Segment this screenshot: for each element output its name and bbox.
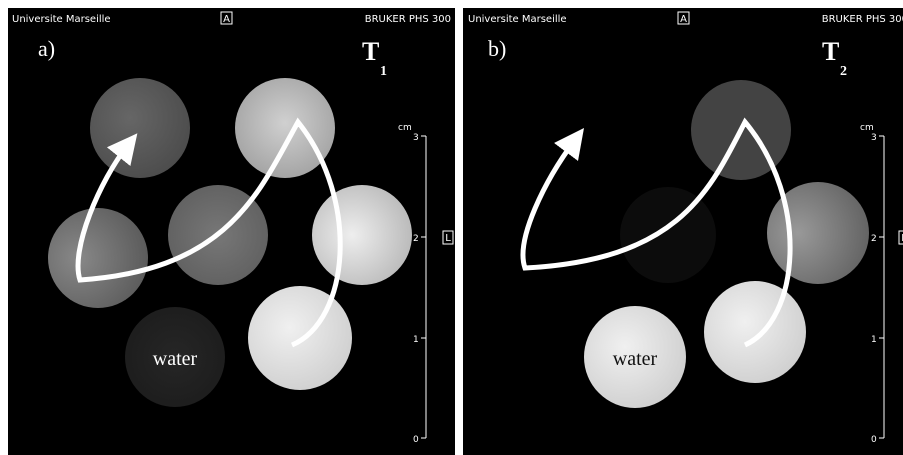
- phantom: [48, 208, 148, 308]
- water-label: water: [613, 348, 658, 370]
- panel-title: T: [822, 37, 839, 66]
- scale-tick: 2: [871, 234, 877, 244]
- phantom: [620, 187, 716, 283]
- scale-tick: 0: [413, 435, 419, 445]
- water-label: water: [153, 348, 198, 370]
- header-left: Universite Marseille: [12, 14, 111, 25]
- phantom: [312, 185, 412, 285]
- panel-a: Universite Marseille A BRUKER PHS 300 a)…: [8, 8, 455, 455]
- panel-b: Universite Marseille A BRUKER PHS 300 b)…: [463, 8, 903, 455]
- scale-unit: cm: [860, 123, 874, 133]
- phantom: [235, 78, 335, 178]
- panel-title-subscript: 2: [840, 64, 847, 79]
- scale-tick: 0: [871, 435, 877, 445]
- phantom: [704, 281, 806, 383]
- figure: Universite Marseille A BRUKER PHS 300 a)…: [0, 0, 903, 455]
- phantom: [90, 78, 190, 178]
- scale-tick: 3: [413, 133, 419, 143]
- panel-title-subscript: 1: [380, 64, 387, 79]
- side-marker: L: [445, 233, 451, 244]
- header-right: BRUKER PHS 300: [822, 14, 903, 25]
- header-center: A: [680, 14, 687, 25]
- header-center: A: [223, 14, 230, 25]
- header-right: BRUKER PHS 300: [365, 14, 451, 25]
- scale-tick: 2: [413, 234, 419, 244]
- scale-tick: 1: [413, 335, 419, 345]
- scale-unit: cm: [398, 123, 412, 133]
- header-left: Universite Marseille: [468, 14, 567, 25]
- scale-tick: 3: [871, 133, 877, 143]
- scale-tick: 1: [871, 335, 877, 345]
- panel-label: b): [488, 36, 506, 61]
- panel-title: T: [362, 37, 379, 66]
- panel-label: a): [38, 36, 55, 61]
